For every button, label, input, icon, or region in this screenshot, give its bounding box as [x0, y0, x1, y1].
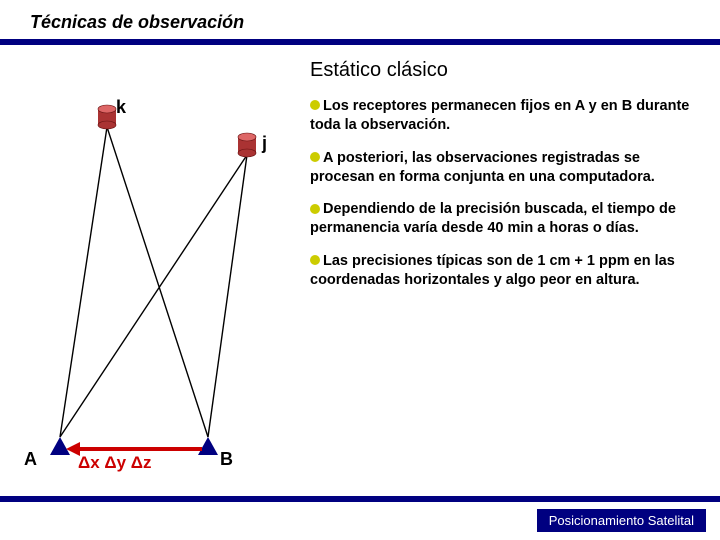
receiver-label: A: [24, 449, 37, 470]
receiver-label: B: [220, 449, 233, 470]
signal-line: [60, 155, 247, 437]
subtitle: Estático clásico: [310, 59, 448, 82]
bullet-dot-icon: [310, 100, 320, 110]
bullet-dot-icon: [310, 152, 320, 162]
receiver-icon: [50, 437, 70, 455]
signal-line: [107, 127, 208, 437]
bullet-item: Las precisiones típicas son de 1 cm + 1 …: [310, 252, 700, 290]
footer-rule: [0, 496, 720, 502]
bullet-item: A posteriori, las observaciones registra…: [310, 149, 700, 187]
satellite-label: j: [262, 133, 267, 154]
bullet-dot-icon: [310, 204, 320, 214]
signal-line: [60, 127, 107, 437]
receiver-icon: [198, 437, 218, 455]
bullet-list: Los receptores permanecen fijos en A y e…: [310, 97, 700, 304]
diagram: k j A B Δx Δy Δz: [20, 75, 290, 475]
bullet-item: Dependiendo de la precisión buscada, el …: [310, 200, 700, 238]
arrow-label: Δx Δy Δz: [78, 453, 152, 473]
satellite-label: k: [116, 97, 126, 118]
bullet-item: Los receptores permanecen fijos en A y e…: [310, 97, 700, 135]
satellite-icon: [238, 133, 256, 157]
satellite-icon: [98, 105, 116, 129]
page-title: Técnicas de observación: [0, 0, 720, 39]
bullet-dot-icon: [310, 255, 320, 265]
content-area: Estático clásico k j A B Δx Δy Δz Los recept…: [0, 45, 720, 485]
footer-label: Posicionamiento Satelital: [537, 509, 706, 532]
diagram-svg: [20, 75, 290, 475]
signal-line: [208, 155, 247, 437]
